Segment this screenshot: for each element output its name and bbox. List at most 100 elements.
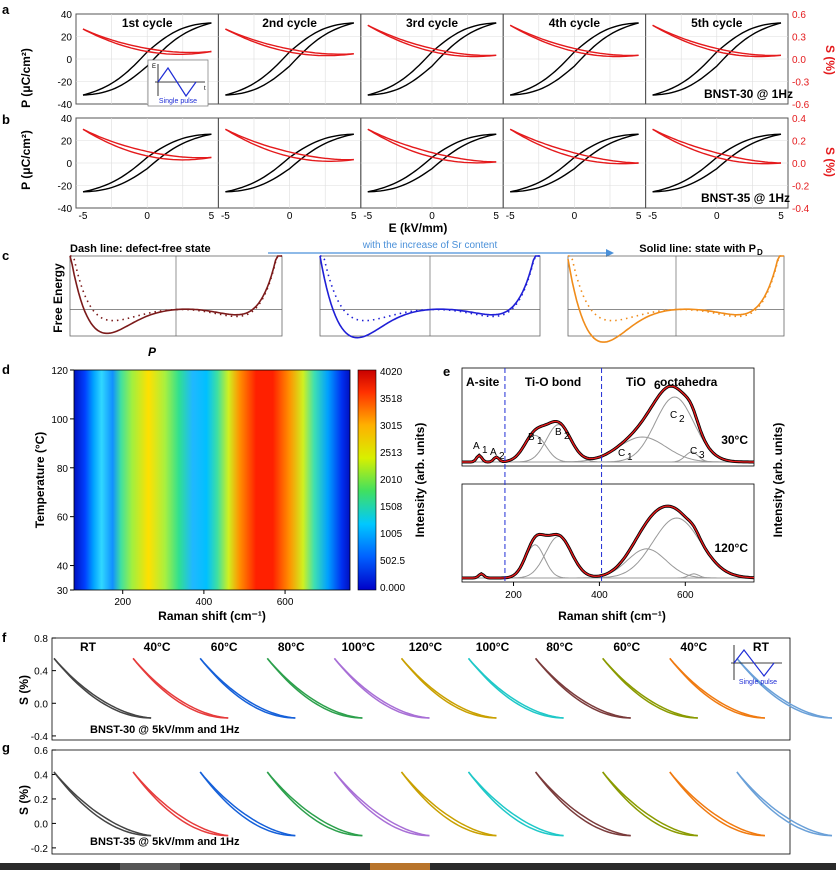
pg-series-3-1 bbox=[266, 771, 363, 837]
d-ytick-2: 80 bbox=[57, 464, 69, 475]
pf-frame bbox=[51, 637, 791, 741]
pg-series-0-0 bbox=[53, 771, 152, 837]
pa-cycle-title-0: 1st cycle bbox=[122, 16, 173, 30]
e-region-a-site: A-site bbox=[466, 375, 500, 389]
pb-y2tick-0: 0.4 bbox=[792, 114, 806, 125]
pf-series-4-1 bbox=[333, 657, 430, 719]
inset-e-label: E bbox=[152, 64, 156, 70]
pg-series-5-0 bbox=[400, 771, 497, 837]
e-xtick-0: 200 bbox=[505, 590, 522, 601]
pf-series-9-1 bbox=[669, 657, 765, 719]
fe-solid-curve-1 bbox=[319, 255, 540, 339]
panel-e-xlabel: Raman shift (cm⁻¹) bbox=[558, 609, 666, 623]
panel-d-axes: 200 400 600 120 100 80 60 40 30 bbox=[51, 366, 294, 608]
pf-series-9-0 bbox=[669, 657, 765, 719]
s-loop-1 bbox=[367, 24, 497, 58]
p-loop-down bbox=[82, 133, 212, 193]
pf-series-10-1 bbox=[736, 657, 833, 719]
panel-a: 1st cycle 2nd cycle 3rd cycle 4th cycle 5th … bbox=[58, 10, 810, 111]
bottom-bar-seg-2 bbox=[370, 863, 430, 870]
pf-series-0-0 bbox=[53, 657, 152, 719]
pa-ytick-1: 20 bbox=[61, 33, 73, 44]
p-loop-up bbox=[82, 133, 212, 193]
colorbar-tick-0: 4020 bbox=[380, 367, 403, 378]
s-loop-2 bbox=[225, 28, 354, 55]
panel-a-annotation: BNST-30 @ 1Hz bbox=[704, 87, 793, 101]
pb-y2tick-2: 0.0 bbox=[792, 159, 806, 170]
d-xtick-0: 200 bbox=[114, 597, 131, 608]
pg-ytick-2: 0.2 bbox=[34, 795, 48, 806]
panel-b-ylabel: P (μC/cm²) bbox=[19, 130, 33, 190]
panel-d-ylabel: Temperature (°C) bbox=[33, 432, 47, 529]
panel-c-right-note: Solid line: state with P bbox=[639, 243, 756, 255]
panel-b-xlabel: E (kV/mm) bbox=[389, 221, 448, 235]
pf-series-5-0 bbox=[400, 657, 497, 719]
colorbar-tick-8: 0.000 bbox=[380, 583, 405, 594]
colorbar-tick-7: 502.5 bbox=[380, 556, 405, 567]
pf-series-3-0 bbox=[266, 657, 363, 719]
pf-temp-label-8: 60°C bbox=[613, 640, 640, 654]
pg-ytick-0: 0.6 bbox=[34, 746, 48, 757]
pf-temp-label-0: RT bbox=[80, 640, 97, 654]
colorbar-tick-2: 3015 bbox=[380, 421, 403, 432]
panel-g-ylabel: S (%) bbox=[17, 785, 31, 815]
panel-label-b: b bbox=[2, 112, 10, 127]
s-loop-1 bbox=[225, 128, 354, 162]
e-peak-sub-2: 1 bbox=[537, 436, 543, 447]
e-fit-peak-0-6 bbox=[462, 451, 754, 463]
s-loop-2 bbox=[82, 128, 212, 159]
p-loop-up bbox=[367, 133, 497, 193]
panel-g: 0.6 0.4 0.2 0.0 -0.2 bbox=[31, 746, 833, 855]
s-loop-1 bbox=[509, 24, 639, 58]
e-peak-sub-4: 1 bbox=[627, 452, 633, 463]
s-loop-1 bbox=[652, 24, 782, 58]
pf-series-8-1 bbox=[602, 657, 698, 719]
panel-label-c: c bbox=[2, 248, 9, 263]
e-peak-sub-5: 2 bbox=[679, 414, 685, 425]
pg-series-7-1 bbox=[535, 771, 631, 837]
pg-series-5-1 bbox=[400, 771, 497, 837]
inset-f-single-pulse: Single pulse bbox=[739, 679, 777, 686]
e-peak-sub-1: 2 bbox=[499, 451, 505, 462]
panel-d-colorbar bbox=[357, 369, 377, 591]
pb-xtick-1-0: -5 bbox=[221, 211, 230, 222]
pf-series-1-1 bbox=[132, 657, 229, 719]
e-peak-sub-3: 2 bbox=[564, 431, 570, 442]
pb-ytick-0: 40 bbox=[61, 114, 73, 125]
pg-series-1-0 bbox=[132, 771, 229, 837]
pf-temp-label-6: 100°C bbox=[476, 640, 510, 654]
panel-b: -5 0 5 -5 0 5 -5 0 5 -5 0 5 -5 0 5 40 20 0 -20 -40 0.4 0.2 0.0… bbox=[58, 114, 810, 222]
pf-ytick-3: -0.4 bbox=[31, 732, 49, 743]
pg-series-9-0 bbox=[669, 771, 765, 837]
panel-c-middle-note: with the increase of Sr content bbox=[362, 240, 498, 251]
pa-cycle-title-1: 2nd cycle bbox=[262, 16, 317, 30]
pf-series-5-1 bbox=[400, 657, 497, 719]
colorbar-tick-4: 2010 bbox=[380, 475, 403, 486]
panel-f: 0.8 0.4 0.0 -0.4 RT 40°C 60°C 80°C 100°C 120°C 100… bbox=[31, 634, 833, 743]
s-loop-2 bbox=[82, 28, 212, 54]
pf-temp-label-9: 40°C bbox=[680, 640, 707, 654]
pg-series-8-1 bbox=[602, 771, 698, 837]
e-peak-sub-0: 1 bbox=[482, 445, 488, 456]
colorbar-tick-1: 3518 bbox=[380, 394, 403, 405]
pf-series-4-0 bbox=[333, 657, 430, 719]
pg-ytick-1: 0.4 bbox=[34, 770, 48, 781]
pg-series-7-0 bbox=[535, 771, 631, 837]
s-loop-1 bbox=[509, 128, 639, 165]
pf-ytick-1: 0.4 bbox=[34, 667, 48, 678]
pg-series-1-1 bbox=[132, 771, 229, 837]
e-frame-1 bbox=[461, 483, 755, 583]
pf-series-3-1 bbox=[266, 657, 363, 719]
p-loop-up bbox=[510, 22, 639, 96]
panel-f-ylabel: S (%) bbox=[17, 675, 31, 705]
pb-ytick-1: 20 bbox=[61, 137, 73, 148]
panel-f-inset: Single pulse bbox=[731, 645, 782, 686]
pg-series-4-1 bbox=[333, 771, 430, 837]
e-temp-0: 30°C bbox=[721, 433, 748, 447]
e-region-tio6: TiO bbox=[626, 375, 646, 389]
e-fit-sum-0 bbox=[462, 385, 754, 463]
pf-series-6-0 bbox=[467, 657, 564, 719]
panel-d-heatmap bbox=[74, 370, 350, 590]
s-loop-1 bbox=[225, 28, 354, 57]
